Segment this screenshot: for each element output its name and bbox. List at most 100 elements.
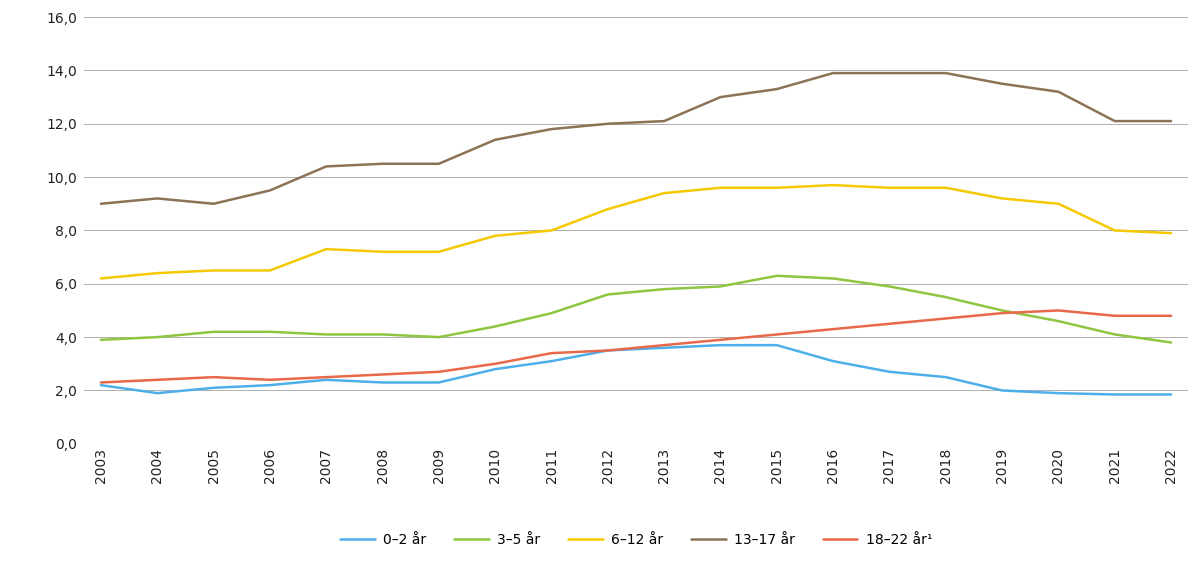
Line: 18–22 år¹: 18–22 år¹ bbox=[101, 311, 1171, 382]
18–22 år¹ bbox=[1051, 307, 1066, 314]
13–17 år bbox=[206, 200, 221, 207]
18–22 år¹ bbox=[938, 315, 953, 322]
0–2 år bbox=[94, 382, 108, 389]
3–5 år bbox=[206, 328, 221, 335]
6–12 år bbox=[1164, 230, 1178, 237]
3–5 år bbox=[938, 294, 953, 300]
0–2 år bbox=[995, 387, 1009, 394]
0–2 år bbox=[376, 379, 390, 386]
18–22 år¹ bbox=[319, 374, 334, 381]
6–12 år bbox=[938, 184, 953, 191]
3–5 år bbox=[94, 336, 108, 343]
18–22 år¹ bbox=[713, 336, 727, 343]
13–17 år bbox=[545, 126, 559, 133]
3–5 år bbox=[150, 333, 164, 340]
6–12 år bbox=[713, 184, 727, 191]
13–17 år bbox=[94, 200, 108, 207]
13–17 år bbox=[601, 121, 616, 127]
3–5 år bbox=[319, 331, 334, 338]
Line: 6–12 år: 6–12 år bbox=[101, 185, 1171, 278]
3–5 år bbox=[1164, 339, 1178, 346]
0–2 år bbox=[263, 382, 277, 389]
6–12 år bbox=[150, 270, 164, 277]
0–2 år bbox=[1108, 391, 1122, 398]
13–17 år bbox=[995, 80, 1009, 87]
6–12 år bbox=[319, 246, 334, 253]
0–2 år bbox=[488, 366, 503, 373]
3–5 år bbox=[601, 291, 616, 298]
18–22 år¹ bbox=[488, 360, 503, 367]
6–12 år bbox=[995, 195, 1009, 202]
3–5 år bbox=[376, 331, 390, 338]
6–12 år bbox=[488, 232, 503, 239]
18–22 år¹ bbox=[1108, 312, 1122, 319]
3–5 år bbox=[826, 275, 840, 282]
0–2 år bbox=[769, 342, 784, 349]
3–5 år bbox=[545, 310, 559, 316]
6–12 år bbox=[94, 275, 108, 282]
13–17 år bbox=[488, 137, 503, 143]
18–22 år¹ bbox=[150, 377, 164, 384]
13–17 år bbox=[656, 118, 671, 125]
13–17 år bbox=[319, 163, 334, 170]
0–2 år bbox=[601, 347, 616, 354]
18–22 år¹ bbox=[376, 371, 390, 378]
6–12 år bbox=[263, 267, 277, 274]
13–17 år bbox=[150, 195, 164, 202]
13–17 år bbox=[826, 69, 840, 76]
6–12 år bbox=[601, 206, 616, 213]
6–12 år bbox=[545, 227, 559, 234]
3–5 år bbox=[882, 283, 896, 290]
0–2 år bbox=[656, 344, 671, 351]
3–5 år bbox=[713, 283, 727, 290]
6–12 år bbox=[826, 182, 840, 188]
0–2 år bbox=[319, 377, 334, 384]
13–17 år bbox=[882, 69, 896, 76]
13–17 år bbox=[713, 94, 727, 101]
0–2 år bbox=[432, 379, 446, 386]
6–12 år bbox=[656, 189, 671, 196]
6–12 år bbox=[1051, 200, 1066, 207]
6–12 år bbox=[432, 249, 446, 255]
0–2 år bbox=[938, 374, 953, 381]
0–2 år bbox=[882, 368, 896, 375]
0–2 år bbox=[1164, 391, 1178, 398]
0–2 år bbox=[826, 358, 840, 365]
18–22 år¹ bbox=[206, 374, 221, 381]
18–22 år¹ bbox=[826, 325, 840, 332]
3–5 år bbox=[995, 307, 1009, 314]
6–12 år bbox=[376, 249, 390, 255]
3–5 år bbox=[1051, 318, 1066, 324]
13–17 år bbox=[1164, 118, 1178, 125]
0–2 år bbox=[206, 385, 221, 391]
13–17 år bbox=[769, 86, 784, 93]
18–22 år¹ bbox=[263, 377, 277, 384]
18–22 år¹ bbox=[882, 320, 896, 327]
18–22 år¹ bbox=[1164, 312, 1178, 319]
Line: 13–17 år: 13–17 år bbox=[101, 73, 1171, 204]
0–2 år bbox=[545, 358, 559, 365]
18–22 år¹ bbox=[432, 368, 446, 375]
13–17 år bbox=[1108, 118, 1122, 125]
13–17 år bbox=[376, 160, 390, 167]
6–12 år bbox=[882, 184, 896, 191]
6–12 år bbox=[1108, 227, 1122, 234]
3–5 år bbox=[432, 333, 446, 340]
18–22 år¹ bbox=[769, 331, 784, 338]
6–12 år bbox=[769, 184, 784, 191]
0–2 år bbox=[150, 390, 164, 397]
18–22 år¹ bbox=[545, 350, 559, 357]
3–5 år bbox=[656, 286, 671, 292]
0–2 år bbox=[713, 342, 727, 349]
18–22 år¹ bbox=[995, 310, 1009, 316]
3–5 år bbox=[488, 323, 503, 330]
3–5 år bbox=[1108, 331, 1122, 338]
18–22 år¹ bbox=[94, 379, 108, 386]
13–17 år bbox=[1051, 88, 1066, 95]
6–12 år bbox=[206, 267, 221, 274]
18–22 år¹ bbox=[601, 347, 616, 354]
0–2 år bbox=[1051, 390, 1066, 397]
13–17 år bbox=[432, 160, 446, 167]
3–5 år bbox=[263, 328, 277, 335]
3–5 år bbox=[769, 273, 784, 279]
